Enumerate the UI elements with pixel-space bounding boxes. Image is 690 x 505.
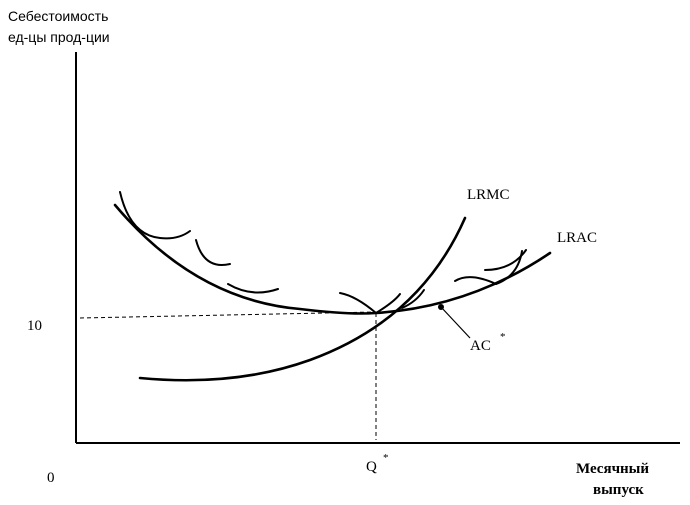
srac-curve-3 [227, 283, 279, 294]
y-axis-label-line2: ед-цы прод-ции [8, 29, 110, 45]
ac-star-pointer [440, 306, 471, 339]
srac-curve-2 [195, 239, 231, 266]
q-star-label: Q [366, 459, 377, 475]
origin-label: 0 [47, 470, 55, 486]
y-axis-label-line1: Себестоимость [8, 8, 108, 24]
ac-star-mark: * [500, 331, 506, 343]
lrmc-curve [138, 216, 467, 382]
lrmc-label: LRMC [467, 187, 510, 203]
srac-curve-5 [401, 289, 425, 309]
q-star-mark: * [383, 452, 389, 464]
srac-curve-7 [484, 249, 527, 271]
y-value-10-label: 10 [27, 318, 42, 334]
srac-curve-1 [119, 191, 191, 240]
x-axis-label-line2: выпуск [593, 482, 644, 498]
lrac-label: LRAC [557, 230, 597, 246]
lrac-curve [113, 203, 552, 315]
x-axis-label-line1: Месячный [576, 461, 649, 477]
srac-curve-4 [339, 292, 401, 315]
ac-star-label: AC [470, 338, 491, 354]
srac-curve-6 [454, 250, 523, 286]
